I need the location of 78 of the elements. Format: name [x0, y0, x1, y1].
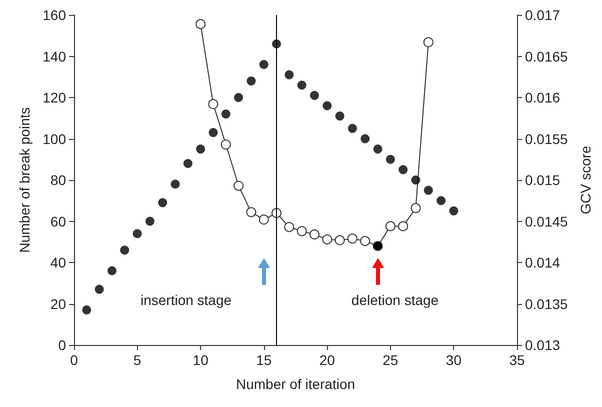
point — [220, 140, 231, 150]
point — [347, 234, 358, 244]
x-axis-title: Number of iteration — [236, 376, 356, 392]
y2-tick-label: 0.014 — [525, 254, 560, 270]
annotation: deletion stage — [351, 292, 439, 308]
point — [398, 221, 408, 232]
y-tick-label: 140 — [42, 48, 66, 64]
point — [208, 99, 218, 110]
y-tick-label: 0 — [58, 337, 66, 353]
x-tick-label: 10 — [192, 352, 209, 368]
y2-tick-label: 0.015 — [525, 172, 560, 188]
point — [170, 180, 180, 189]
point — [234, 93, 244, 102]
x-tick-label: 35 — [509, 352, 525, 368]
point — [372, 241, 383, 251]
y-tick-label: 100 — [42, 130, 66, 147]
point — [120, 246, 130, 255]
x-tick-label: 5 — [133, 352, 142, 368]
y-tick-label: 40 — [50, 254, 66, 270]
point — [132, 229, 142, 238]
point — [322, 234, 332, 244]
point — [94, 284, 104, 294]
point — [385, 221, 396, 232]
point — [284, 222, 294, 232]
point — [296, 226, 307, 236]
y2-tick-label: 0.0135 — [525, 296, 568, 312]
point — [322, 101, 332, 110]
point — [411, 176, 420, 184]
y2-tick-label: 0.016 — [525, 90, 560, 106]
point — [259, 60, 268, 69]
point — [145, 216, 154, 226]
point — [284, 70, 294, 80]
point — [246, 207, 256, 218]
point — [360, 236, 370, 246]
point — [436, 196, 446, 206]
y2-tick-label: 0.013 — [525, 337, 560, 353]
point — [360, 134, 370, 144]
point — [107, 266, 116, 276]
point — [246, 76, 256, 86]
y-tick-label: 80 — [50, 172, 66, 188]
point — [82, 305, 92, 314]
x-tick-label: 15 — [256, 352, 272, 368]
point — [221, 110, 230, 118]
y-tick-label: 120 — [42, 90, 66, 106]
y2-tick-label: 0.0145 — [525, 213, 568, 230]
point — [424, 186, 433, 195]
y-axis-title: Number of break points — [16, 107, 33, 253]
point — [348, 124, 357, 133]
x-tick-label: 0 — [70, 352, 78, 368]
y2-tick-label: 0.0165 — [525, 48, 568, 64]
point — [196, 144, 206, 154]
point — [309, 229, 320, 240]
y2-tick-label: 0.0155 — [525, 130, 568, 147]
y-tick-label: 20 — [50, 296, 66, 312]
y-tick-label: 60 — [50, 213, 66, 230]
point — [183, 159, 192, 168]
point — [373, 144, 382, 154]
point — [258, 214, 269, 225]
point — [423, 37, 434, 48]
point — [334, 235, 345, 246]
x-tick-label: 25 — [382, 352, 398, 368]
x-tick-label: 30 — [446, 352, 462, 368]
point — [335, 112, 344, 121]
y-tick-label: 160 — [42, 7, 66, 23]
point — [234, 180, 244, 191]
point — [310, 90, 319, 100]
point — [208, 128, 218, 138]
point — [410, 203, 421, 214]
point — [196, 19, 206, 30]
point — [386, 154, 395, 164]
annotation: insertion stage — [140, 292, 232, 308]
point — [398, 165, 408, 174]
point — [297, 80, 306, 90]
point — [449, 206, 458, 216]
y2-tick-label: 0.017 — [525, 7, 560, 23]
point — [158, 198, 168, 208]
y2-axis-title: GCV score — [578, 146, 594, 214]
x-tick-label: 20 — [319, 352, 336, 368]
